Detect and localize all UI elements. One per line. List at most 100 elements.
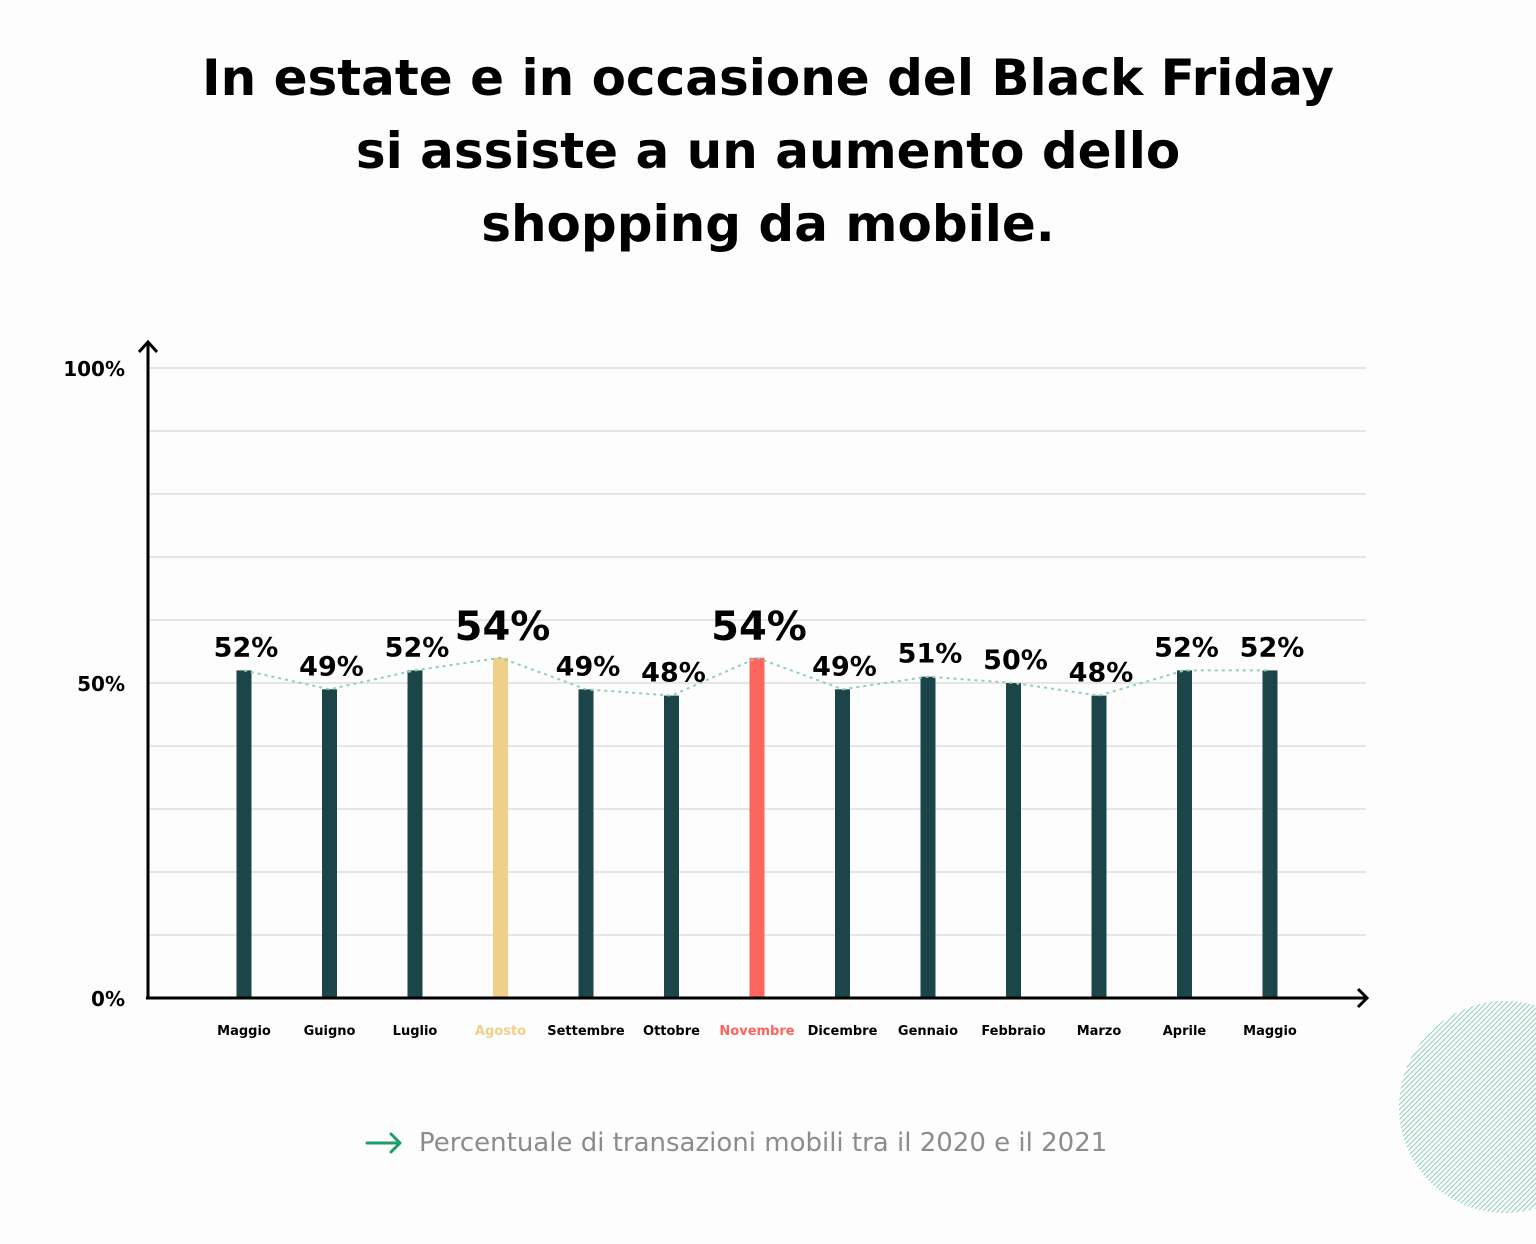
data-label: 52% xyxy=(214,632,279,663)
decorative-striped-circle xyxy=(1399,1001,1536,1213)
deco-stripe xyxy=(1399,1001,1536,1213)
bar xyxy=(407,670,423,998)
deco-stripe xyxy=(1399,1001,1536,1213)
bar xyxy=(1177,670,1192,998)
deco-stripe xyxy=(1469,1001,1536,1213)
deco-stripe xyxy=(1434,1001,1536,1213)
deco-stripe xyxy=(1479,1001,1536,1213)
deco-stripe xyxy=(1494,1001,1536,1213)
deco-stripe xyxy=(1399,1001,1495,1213)
deco-stripe xyxy=(1399,1001,1530,1213)
deco-stripe xyxy=(1429,1001,1536,1213)
deco-stripe xyxy=(1399,1001,1535,1213)
y-tick-label: 0% xyxy=(91,987,125,1011)
deco-stripe xyxy=(1439,1001,1536,1213)
data-labels: 52%49%52% 54%49% 48%54%49% 51% 50% 48%52% 52% xyxy=(214,604,1305,689)
data-label: 49% xyxy=(556,651,621,682)
deco-stripe xyxy=(1424,1001,1536,1213)
x-axis-arrow xyxy=(1356,987,1370,1009)
bar xyxy=(236,670,252,998)
deco-stripe xyxy=(1414,1001,1536,1213)
y-axis-ticks: 0% 50% 100% xyxy=(63,357,125,1011)
bar xyxy=(749,657,765,998)
x-tick-label: Gennaio xyxy=(898,1024,958,1039)
deco-stripe xyxy=(1399,1001,1505,1213)
deco-stripe xyxy=(1499,1001,1536,1213)
legend-caption: Percentuale di transazioni mobili tra il… xyxy=(365,1128,1107,1158)
deco-stripe xyxy=(1459,1001,1536,1213)
deco-stripe xyxy=(1399,1001,1536,1213)
deco-stripe xyxy=(1399,1001,1480,1213)
x-tick-label: Guigno xyxy=(304,1024,356,1039)
deco-stripe xyxy=(1399,1001,1536,1213)
x-axis-ticks: Maggio Guigno Luglio Agosto Settembre Ottobre… xyxy=(217,1024,1297,1039)
deco-stripe xyxy=(1399,1001,1536,1213)
arrow-right-icon xyxy=(365,1132,402,1154)
deco-stripe xyxy=(1399,1001,1536,1213)
deco-stripe xyxy=(1489,1001,1536,1213)
deco-stripe xyxy=(1399,1001,1515,1213)
deco-stripe xyxy=(1399,1001,1400,1213)
bars xyxy=(236,657,1278,998)
deco-stripe xyxy=(1399,1001,1536,1213)
deco-stripe xyxy=(1399,1001,1520,1213)
deco-stripe xyxy=(1399,1001,1536,1213)
deco-stripe xyxy=(1444,1001,1536,1213)
deco-stripe xyxy=(1529,1001,1536,1213)
x-tick-label: Aprile xyxy=(1163,1024,1207,1039)
axes xyxy=(137,339,1370,1009)
deco-stripe xyxy=(1399,1001,1536,1213)
deco-stripe xyxy=(1399,1001,1425,1213)
data-label: 51% xyxy=(898,639,963,670)
data-label: 52% xyxy=(385,632,450,663)
bar xyxy=(322,689,337,998)
deco-stripe xyxy=(1454,1001,1536,1213)
data-label: 54% xyxy=(455,604,551,650)
deco-stripe xyxy=(1399,1001,1455,1213)
deco-stripe xyxy=(1399,1001,1536,1213)
x-tick-label: Maggio xyxy=(1243,1024,1297,1039)
data-label: 48% xyxy=(1069,658,1134,689)
data-label: 52% xyxy=(1240,632,1305,663)
deco-stripe xyxy=(1514,1001,1536,1213)
deco-stripe xyxy=(1449,1001,1536,1213)
bar xyxy=(493,657,508,998)
deco-stripe xyxy=(1399,1001,1536,1213)
deco-stripe xyxy=(1399,1001,1500,1213)
bar xyxy=(1006,683,1021,998)
title-line-3: shopping da mobile. xyxy=(481,195,1055,253)
deco-stripe xyxy=(1464,1001,1536,1213)
data-label: 49% xyxy=(299,651,364,682)
deco-stripe xyxy=(1399,1001,1415,1213)
deco-stripe xyxy=(1399,1001,1465,1213)
bar xyxy=(1091,695,1107,998)
deco-stripe xyxy=(1409,1001,1536,1213)
deco-stripe xyxy=(1474,1001,1536,1213)
data-label: 54% xyxy=(711,604,807,650)
deco-stripe xyxy=(1419,1001,1536,1213)
title-line-2: si assiste a un aumento dello xyxy=(355,122,1181,180)
deco-stripe xyxy=(1399,1001,1536,1213)
trend-line xyxy=(243,656,1270,697)
x-tick-label: Maggio xyxy=(217,1024,271,1039)
x-tick-label: Agosto xyxy=(475,1024,526,1039)
deco-stripe xyxy=(1399,1001,1536,1213)
deco-stripe xyxy=(1399,1001,1525,1213)
deco-stripe xyxy=(1399,1001,1485,1213)
y-tick-label: 100% xyxy=(63,357,125,381)
y-axis-arrow xyxy=(137,339,159,354)
deco-stripe xyxy=(1399,1001,1475,1213)
x-tick-label: Febbraio xyxy=(981,1024,1045,1039)
caption-text: Percentuale di transazioni mobili tra il… xyxy=(419,1128,1108,1158)
bar xyxy=(578,689,594,998)
bar xyxy=(664,695,679,998)
data-label: 52% xyxy=(1154,632,1219,663)
data-label: 50% xyxy=(983,645,1048,676)
x-tick-label: Luglio xyxy=(393,1024,438,1039)
deco-stripe xyxy=(1399,1001,1536,1213)
x-tick-label: Novembre xyxy=(719,1024,794,1039)
y-tick-label: 50% xyxy=(77,672,125,696)
title-line-1: In estate e in occasione del Black Frida… xyxy=(201,49,1334,107)
deco-stripe xyxy=(1399,1001,1536,1213)
deco-stripe xyxy=(1399,1001,1435,1213)
